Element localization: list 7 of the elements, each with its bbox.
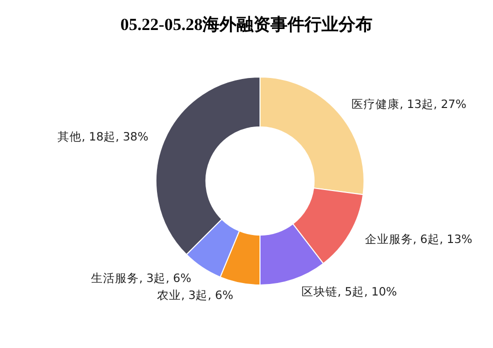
slice-label: 其他, 18起, 38% <box>58 129 148 144</box>
slice-label: 农业, 3起, 6% <box>157 288 234 302</box>
slice-label: 医疗健康, 13起, 27% <box>352 97 466 112</box>
slice-label: 生活服务, 3起, 6% <box>91 270 192 285</box>
chart-title: 05.22-05.28海外融资事件行业分布 <box>120 15 373 34</box>
slice-label: 区块链, 5起, 10% <box>301 284 398 298</box>
slice-label: 企业服务, 6起, 13% <box>364 232 472 246</box>
